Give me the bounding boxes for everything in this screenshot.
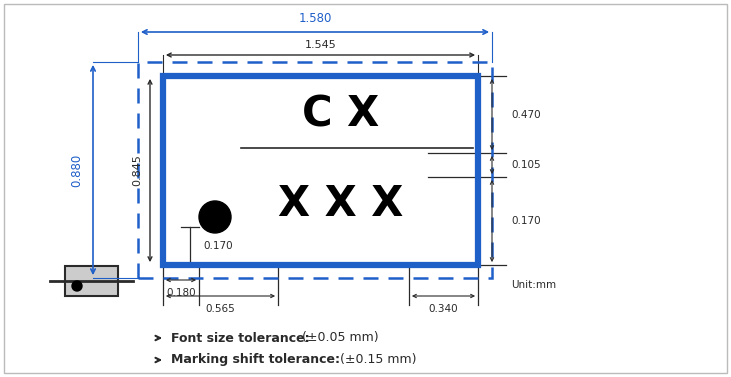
Text: 0.880: 0.880 <box>70 153 83 187</box>
Text: (±0.05 mm): (±0.05 mm) <box>298 331 379 345</box>
Text: 0.470: 0.470 <box>511 109 541 120</box>
Text: 0.105: 0.105 <box>511 160 541 170</box>
Text: Unit:mm: Unit:mm <box>511 280 556 290</box>
Text: 1.580: 1.580 <box>298 12 332 25</box>
Bar <box>65 266 118 296</box>
Text: 0.170: 0.170 <box>511 216 541 226</box>
Text: 0.340: 0.340 <box>428 304 458 314</box>
Text: Marking shift tolerance:: Marking shift tolerance: <box>171 354 340 366</box>
Text: 0.565: 0.565 <box>205 304 235 314</box>
Text: C X: C X <box>302 93 379 135</box>
Text: (±0.15 mm): (±0.15 mm) <box>336 354 417 366</box>
Circle shape <box>199 201 231 233</box>
Bar <box>163 76 478 265</box>
Text: 0.180: 0.180 <box>166 288 196 298</box>
Text: 0.845: 0.845 <box>132 155 142 187</box>
Text: X X X: X X X <box>278 183 404 225</box>
Circle shape <box>72 281 82 291</box>
Text: 1.545: 1.545 <box>305 40 336 50</box>
Text: 0.170: 0.170 <box>203 241 232 251</box>
Bar <box>138 62 492 278</box>
Text: Font size tolerance:: Font size tolerance: <box>171 331 310 345</box>
